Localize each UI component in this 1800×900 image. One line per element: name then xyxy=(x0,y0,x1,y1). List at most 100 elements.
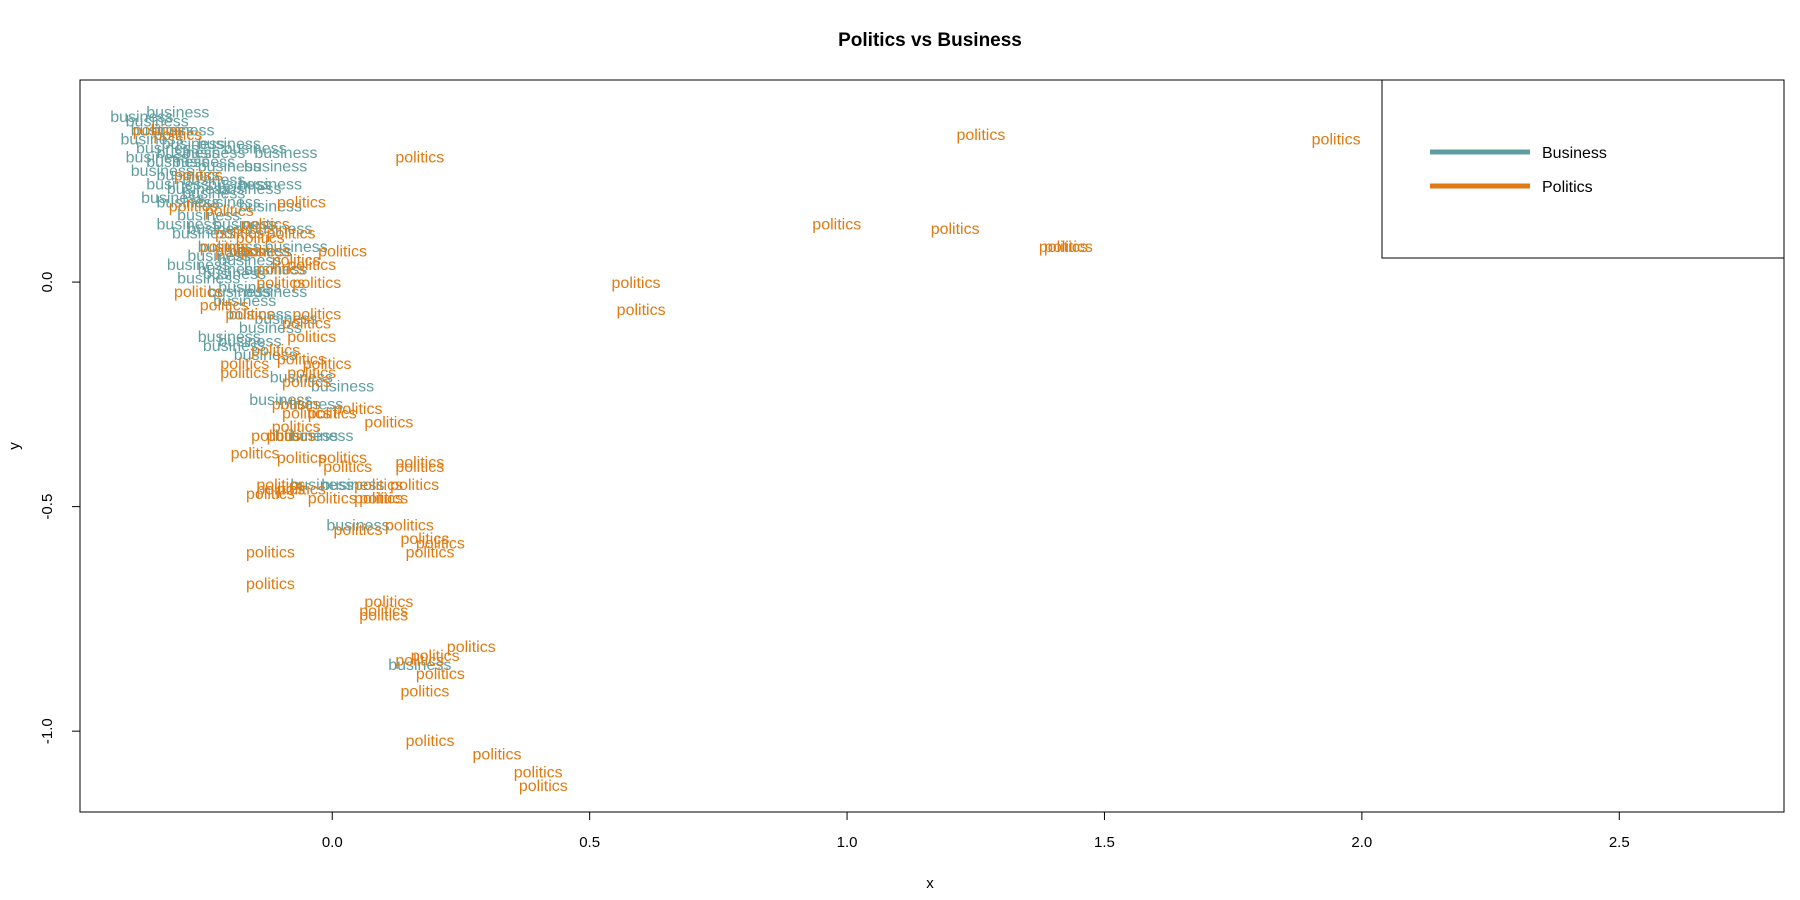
politics-point: politics xyxy=(395,652,444,669)
politics-point: politics xyxy=(354,491,403,508)
x-tick-label: 0.5 xyxy=(579,834,600,851)
business-point: business xyxy=(182,185,245,202)
politics-point: politics xyxy=(359,491,408,508)
business-point: business xyxy=(239,199,302,216)
politics-point: politics xyxy=(1044,239,1093,256)
politics-point: politics xyxy=(308,491,357,508)
y-tick-label: -0.5 xyxy=(39,494,56,520)
data-points: businessbusinessbusinessbusinessbusiness… xyxy=(110,104,1360,795)
business-point: business xyxy=(218,333,281,350)
x-tick-label: 1.0 xyxy=(837,834,858,851)
business-point: business xyxy=(244,158,307,175)
politics-point: politics xyxy=(956,127,1005,144)
politics-point: politics xyxy=(400,684,449,701)
politics-point: politics xyxy=(318,244,367,261)
politics-point: politics xyxy=(272,419,321,436)
politics-point: politics xyxy=(323,459,372,476)
politics-point: politics xyxy=(812,217,861,234)
politics-point: politics xyxy=(514,765,563,782)
business-point: business xyxy=(198,194,261,211)
politics-point: politics xyxy=(153,127,202,144)
politics-point: politics xyxy=(215,226,264,243)
business-point: business xyxy=(187,221,250,238)
business-point: business xyxy=(229,244,292,261)
politics-point: politics xyxy=(354,477,403,494)
politics-point: politics xyxy=(400,531,449,548)
business-point: business xyxy=(157,217,220,234)
business-point: business xyxy=(157,194,220,211)
politics-point: politics xyxy=(215,244,264,261)
business-point: business xyxy=(280,396,343,413)
politics-point: politics xyxy=(359,603,408,620)
business-point: business xyxy=(131,122,194,139)
politics-point: politics xyxy=(364,594,413,611)
politics-point: politics xyxy=(267,226,316,243)
politics-point: politics xyxy=(282,316,331,333)
plot-frame xyxy=(79,79,1785,813)
politics-point: politics xyxy=(205,203,254,220)
politics-point: politics xyxy=(277,194,326,211)
business-point: business xyxy=(198,262,261,279)
business-point: business xyxy=(234,347,297,364)
politics-point: politics xyxy=(473,747,522,764)
y-tick-label: 0.0 xyxy=(39,272,56,293)
politics-point: politics xyxy=(282,374,331,391)
business-point: business xyxy=(290,428,353,445)
business-point: business xyxy=(141,190,204,207)
politics-point: politics xyxy=(303,356,352,373)
business-point: business xyxy=(254,145,317,162)
politics-point: politics xyxy=(385,518,434,535)
politics-point: politics xyxy=(133,122,182,139)
politics-point: politics xyxy=(612,275,661,292)
business-point: business xyxy=(388,657,451,674)
legend-label-politics: Politics xyxy=(1542,179,1593,196)
politics-point: politics xyxy=(267,428,316,445)
politics-point: politics xyxy=(246,486,295,503)
politics-point: politics xyxy=(277,450,326,467)
legend-label-business: Business xyxy=(1542,145,1607,162)
business-point: business xyxy=(254,311,317,328)
business-point: business xyxy=(239,176,302,193)
politics-point: politics xyxy=(220,356,269,373)
politics-point: politics xyxy=(308,405,357,422)
business-point: business xyxy=(249,221,312,238)
business-point: business xyxy=(203,338,266,355)
politics-point: politics xyxy=(236,230,285,247)
politics-point: politics xyxy=(251,428,300,445)
politics-point: politics xyxy=(416,666,465,683)
politics-point: politics xyxy=(406,733,455,750)
politics-point: politics xyxy=(287,257,336,274)
business-point: business xyxy=(136,140,199,157)
y-tick-label: -1.0 xyxy=(39,718,56,744)
politics-point: politics xyxy=(334,522,383,539)
politics-point: politics xyxy=(318,450,367,467)
chart-title: Politics vs Business xyxy=(838,30,1022,51)
politics-point: politics xyxy=(395,459,444,476)
business-point: business xyxy=(311,378,374,395)
politics-point: politics xyxy=(241,217,290,234)
business-point: business xyxy=(120,131,183,148)
business-point: business xyxy=(146,176,209,193)
politics-point: politics xyxy=(519,778,568,795)
business-point: business xyxy=(182,145,245,162)
politics-point: politics xyxy=(241,244,290,261)
politics-point: politics xyxy=(277,351,326,368)
business-point: business xyxy=(146,154,209,171)
x-tick-label: 0.0 xyxy=(322,834,343,851)
business-point: business xyxy=(213,293,276,310)
business-point: business xyxy=(270,369,333,386)
business-point: business xyxy=(146,104,209,121)
politics-point: politics xyxy=(246,545,295,562)
politics-point: politics xyxy=(200,298,249,315)
politics-point: politics xyxy=(225,307,274,324)
politics-point: politics xyxy=(334,401,383,418)
y-axis-title: y xyxy=(6,442,23,450)
business-point: business xyxy=(167,181,230,198)
business-point: business xyxy=(198,329,261,346)
politics-point: politics xyxy=(256,275,305,292)
politics-point: politics xyxy=(272,396,321,413)
politics-point: politics xyxy=(256,482,305,499)
politics-point: politics xyxy=(256,477,305,494)
x-tick-label: 2.5 xyxy=(1609,834,1630,851)
